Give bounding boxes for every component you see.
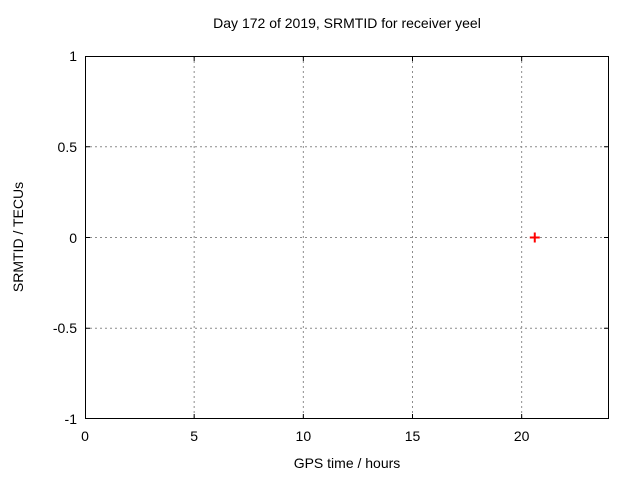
x-axis-label: GPS time / hours	[293, 455, 401, 471]
x-tick-label: 15	[404, 428, 421, 444]
chart-title: Day 172 of 2019, SRMTID for receiver yee…	[213, 15, 481, 31]
x-tick-label: 5	[190, 428, 199, 444]
plot-svg	[85, 56, 609, 419]
plot-border	[85, 56, 609, 419]
x-tick-label: 0	[81, 428, 89, 444]
plot-area	[85, 56, 609, 419]
x-tick-label: 20	[513, 428, 530, 444]
y-tick-label: 0.5	[57, 138, 77, 155]
y-tick-label: -0.5	[52, 320, 77, 337]
y-tick-label: 0	[69, 229, 77, 246]
x-tick-label: 10	[295, 428, 312, 444]
y-tick-label: 1	[69, 48, 77, 64]
y-tick-label: -1	[64, 411, 77, 427]
